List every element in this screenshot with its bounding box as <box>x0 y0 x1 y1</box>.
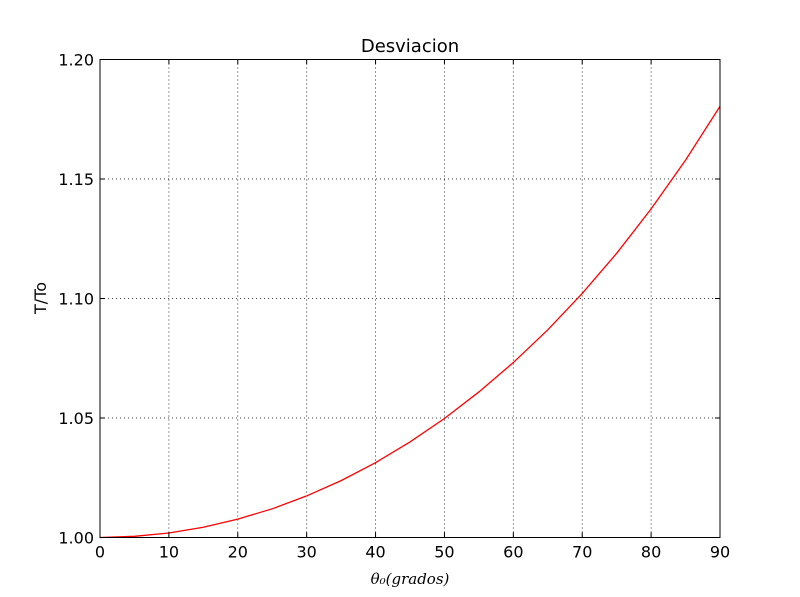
x-axis-label: θ₀(grados) <box>371 570 450 588</box>
chart-title: Desviacion <box>361 36 459 57</box>
line-layer <box>99 105 721 539</box>
y-tick-label: 1.10 <box>58 290 94 309</box>
y-axis-label: T/To <box>31 282 50 315</box>
tick-layer: 0 10 20 30 40 50 60 70 80 90 1.00 1.05 1.10 1.15 1.20 <box>58 51 730 562</box>
x-tick-label: 70 <box>572 543 592 562</box>
x-tick-label: 50 <box>434 543 454 562</box>
x-tick-label: 80 <box>641 543 661 562</box>
x-tick-label: 20 <box>228 543 248 562</box>
x-tick-label: 40 <box>365 543 385 562</box>
series-line <box>99 105 721 539</box>
x-tick-label: 90 <box>710 543 730 562</box>
y-tick-label: 1.00 <box>58 529 94 548</box>
y-tick-label: 1.20 <box>58 51 94 70</box>
y-tick-label: 1.15 <box>58 170 94 189</box>
grid-layer <box>99 59 721 538</box>
y-tick-label: 1.05 <box>58 409 94 428</box>
x-tick-label: 0 <box>95 543 105 562</box>
x-tick-label: 30 <box>296 543 316 562</box>
x-tick-label: 60 <box>503 543 523 562</box>
x-tick-label: 10 <box>159 543 179 562</box>
